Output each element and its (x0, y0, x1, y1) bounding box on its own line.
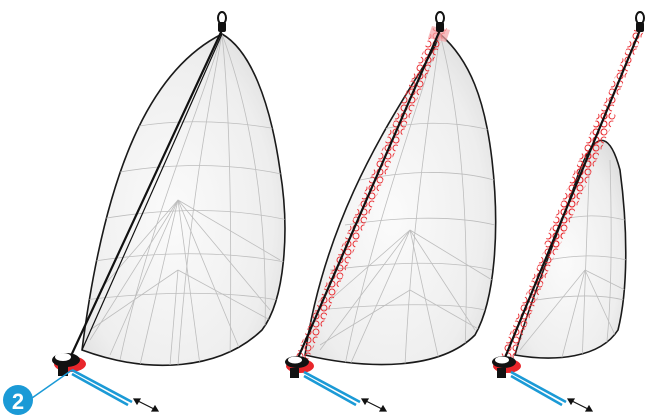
sail-seams (317, 34, 496, 365)
panel-set-sail (31, 11, 286, 412)
luff-line (81, 33, 223, 351)
swivel-icon (435, 11, 445, 32)
drum-icon (52, 353, 86, 376)
callout-line (31, 369, 73, 399)
panel-furling-sail (285, 11, 497, 412)
stay-line (296, 29, 442, 359)
drum-icon (285, 356, 314, 378)
panel-mostly-furled-sail (492, 11, 645, 412)
furling-lines (303, 370, 361, 407)
sail-body (513, 139, 627, 359)
furling-lines (510, 370, 567, 407)
swivel-icon (635, 11, 645, 32)
stay-line (502, 29, 642, 361)
step-marker-number: 2 (12, 389, 24, 414)
sail-body (81, 33, 286, 367)
furling-lines (71, 368, 133, 407)
double-arrow-icon (566, 398, 594, 412)
step-marker: 2 (3, 385, 33, 415)
double-arrow-icon (360, 398, 388, 412)
sail-seams (83, 34, 285, 366)
swivel-icon (217, 11, 227, 32)
double-arrow-icon (132, 398, 160, 412)
drum-icon (492, 356, 521, 378)
stay-line (69, 29, 223, 359)
step-marker-badge (3, 385, 33, 415)
sail-body (304, 32, 497, 366)
